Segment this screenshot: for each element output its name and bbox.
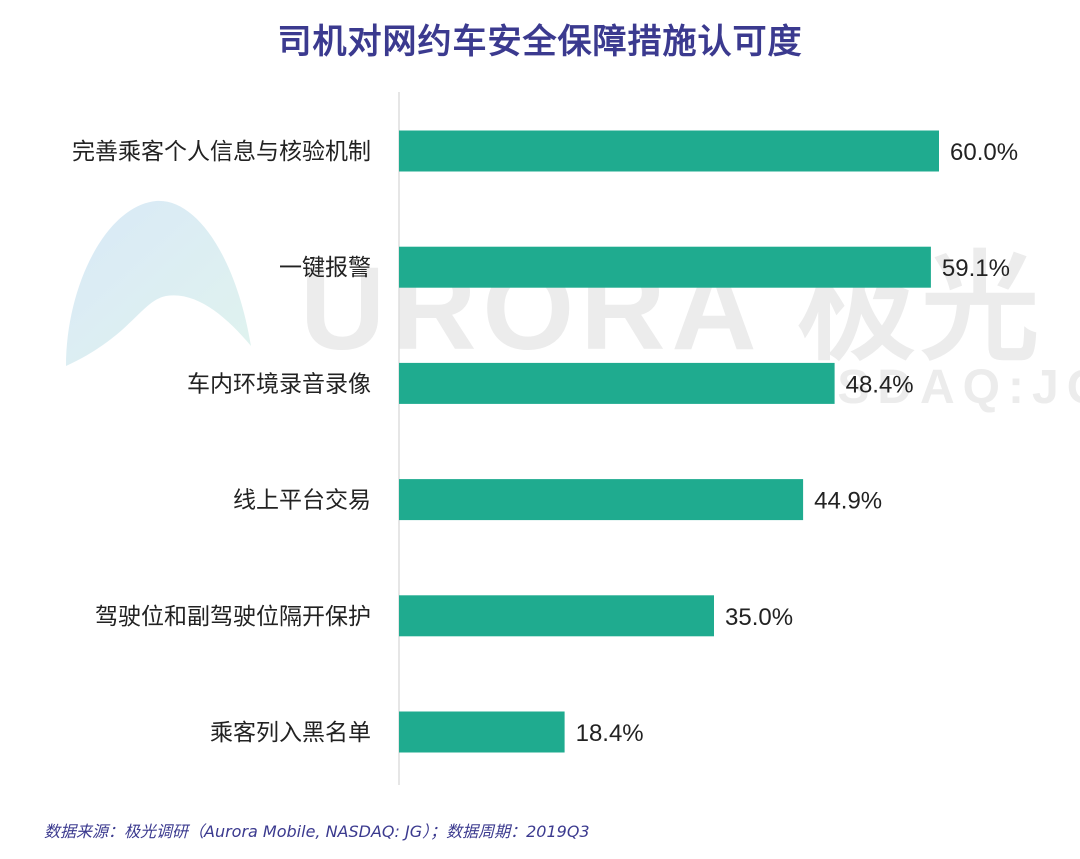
chart-title: 司机对网约车安全保障措施认可度: [277, 22, 803, 62]
value-label-5: 18.4%: [576, 720, 644, 747]
value-label-3: 44.9%: [814, 488, 882, 515]
source-note: 数据来源：极光调研（Aurora Mobile, NASDAQ: JG）；数据周…: [44, 822, 590, 841]
category-label-1: 一键报警: [279, 255, 371, 281]
value-label-0: 60.0%: [950, 139, 1018, 166]
category-label-5: 乘客列入黑名单: [210, 720, 371, 746]
bar-4: [399, 595, 714, 637]
bar-0: [399, 130, 939, 172]
category-label-3: 线上平台交易: [233, 488, 371, 514]
category-label-0: 完善乘客个人信息与核验机制: [72, 139, 371, 165]
bar-1: [399, 246, 931, 288]
bar-5: [399, 711, 565, 753]
value-label-1: 59.1%: [942, 255, 1010, 282]
category-label-4: 驾驶位和副驾驶位隔开保护: [95, 604, 371, 630]
value-label-2: 48.4%: [846, 371, 914, 398]
bar-2: [399, 362, 835, 404]
aurora-logo-watermark: [66, 200, 251, 366]
bar-3: [399, 479, 804, 521]
value-label-4: 35.0%: [725, 604, 793, 631]
bar-chart: 完善乘客个人信息与核验机制 60.0% 一键报警 59.1% 车内环境录音录像 48.4%…: [72, 92, 1018, 785]
category-label-2: 车内环境录音录像: [187, 371, 371, 397]
